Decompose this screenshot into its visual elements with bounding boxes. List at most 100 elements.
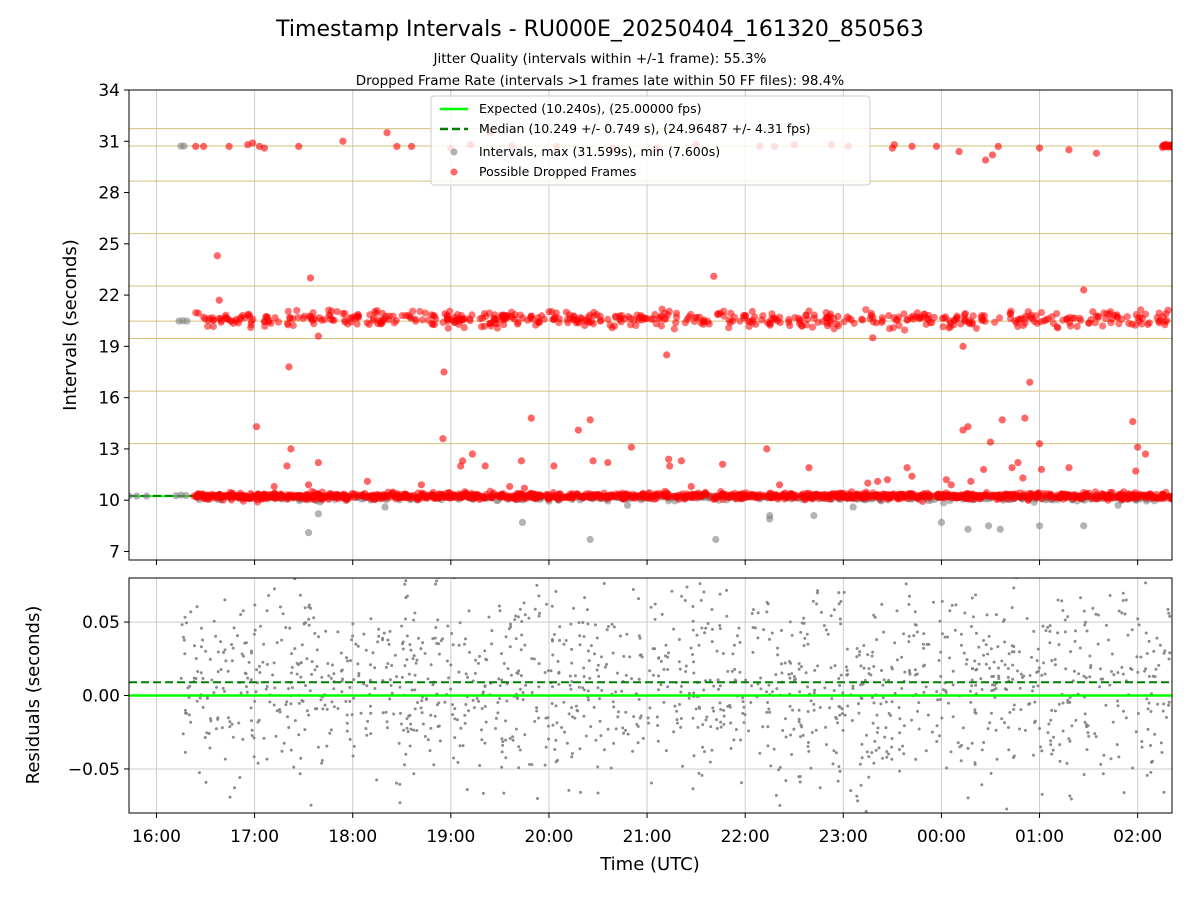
residual-point	[870, 654, 874, 658]
dropped-frame-point	[1142, 491, 1150, 499]
intervals-y-tick-label: 13	[98, 440, 120, 460]
residual-point	[837, 591, 841, 595]
residual-point	[812, 702, 816, 706]
residual-point	[289, 702, 293, 706]
residual-point	[1077, 672, 1081, 676]
residual-point	[874, 748, 878, 752]
residual-point	[655, 715, 659, 719]
dropped-frame-point	[610, 322, 619, 330]
residual-point	[249, 719, 253, 723]
dropped-frame-point	[731, 493, 739, 501]
residual-point	[1023, 728, 1027, 732]
dropped-frame-point	[1128, 320, 1136, 328]
residual-point	[1136, 617, 1140, 621]
residual-point	[490, 629, 494, 633]
residual-point	[698, 706, 702, 710]
residual-point	[739, 738, 743, 742]
residual-point	[219, 640, 223, 644]
residual-point	[1053, 663, 1057, 667]
residual-point	[982, 639, 986, 643]
residual-point	[648, 706, 652, 710]
dropped-frame-point	[829, 490, 837, 498]
residual-point	[1017, 727, 1021, 731]
residual-point	[684, 664, 688, 668]
residual-point	[877, 746, 881, 750]
residual-point	[1053, 709, 1057, 713]
residual-point	[315, 707, 319, 711]
residual-point	[518, 607, 522, 611]
residual-point	[369, 617, 373, 621]
residual-point	[500, 737, 504, 741]
residual-point	[332, 705, 336, 709]
dropped-frame-point	[562, 308, 571, 316]
residual-point	[578, 747, 582, 751]
dropped-frame-point	[237, 313, 245, 321]
residual-point	[550, 604, 554, 608]
residual-point	[719, 707, 723, 711]
residual-point	[855, 646, 859, 650]
residual-point	[327, 674, 331, 678]
residual-point	[651, 673, 655, 677]
residual-point	[570, 706, 574, 710]
residual-point	[348, 737, 352, 741]
residual-point	[996, 666, 1000, 670]
residual-point	[297, 733, 301, 737]
residual-point	[715, 649, 719, 653]
residual-point	[332, 672, 336, 676]
residual-point	[897, 748, 901, 752]
residual-point	[592, 705, 596, 709]
residual-point	[884, 726, 888, 730]
residual-point	[500, 678, 504, 682]
residual-point	[718, 623, 722, 627]
residual-point	[453, 736, 457, 740]
dropped-frame-point	[926, 318, 934, 326]
residual-point	[702, 750, 706, 754]
residual-point	[267, 594, 271, 598]
residual-point	[829, 666, 833, 670]
residual-point	[384, 665, 388, 669]
dropped-frame-point	[493, 491, 501, 500]
residual-point	[449, 687, 453, 691]
residual-point	[1034, 566, 1037, 569]
dropped-frame-point	[213, 252, 221, 260]
residual-point	[509, 622, 513, 626]
dropped-frame-point	[267, 319, 275, 327]
residual-point	[904, 582, 908, 586]
residual-point	[744, 678, 748, 682]
residual-point	[839, 622, 843, 626]
dropped-frame-point	[240, 492, 248, 500]
dropped-frame-point	[383, 129, 391, 137]
dropped-frame-point	[421, 309, 430, 317]
residual-point	[198, 696, 202, 700]
dropped-frame-point	[852, 494, 860, 502]
residual-point	[860, 756, 864, 760]
residual-point	[409, 648, 413, 652]
residual-point	[862, 666, 866, 670]
residual-point	[265, 685, 269, 689]
residual-point	[990, 683, 994, 687]
residual-point	[1036, 684, 1040, 688]
residual-point	[989, 711, 993, 715]
residual-point	[500, 765, 504, 769]
dropped-frame-point	[808, 323, 817, 331]
residual-point	[181, 732, 185, 736]
dropped-frame-point	[390, 319, 398, 327]
residual-point	[968, 689, 972, 693]
dropped-frame-point	[339, 309, 347, 318]
residual-point	[685, 585, 689, 589]
dropped-frame-point	[1042, 316, 1050, 324]
residual-point	[925, 642, 929, 646]
dropped-frame-point	[805, 307, 813, 315]
residual-point	[511, 735, 515, 739]
dropped-frame-point	[444, 324, 452, 332]
residual-point	[223, 689, 227, 693]
residual-point	[183, 615, 187, 619]
residual-point	[691, 787, 695, 791]
residual-point	[299, 675, 303, 679]
dropped-frame-point	[285, 363, 293, 371]
residual-point	[250, 728, 254, 732]
residual-point	[300, 699, 304, 703]
residual-point	[1126, 633, 1130, 637]
residual-point	[802, 644, 806, 648]
residual-point	[524, 814, 527, 817]
